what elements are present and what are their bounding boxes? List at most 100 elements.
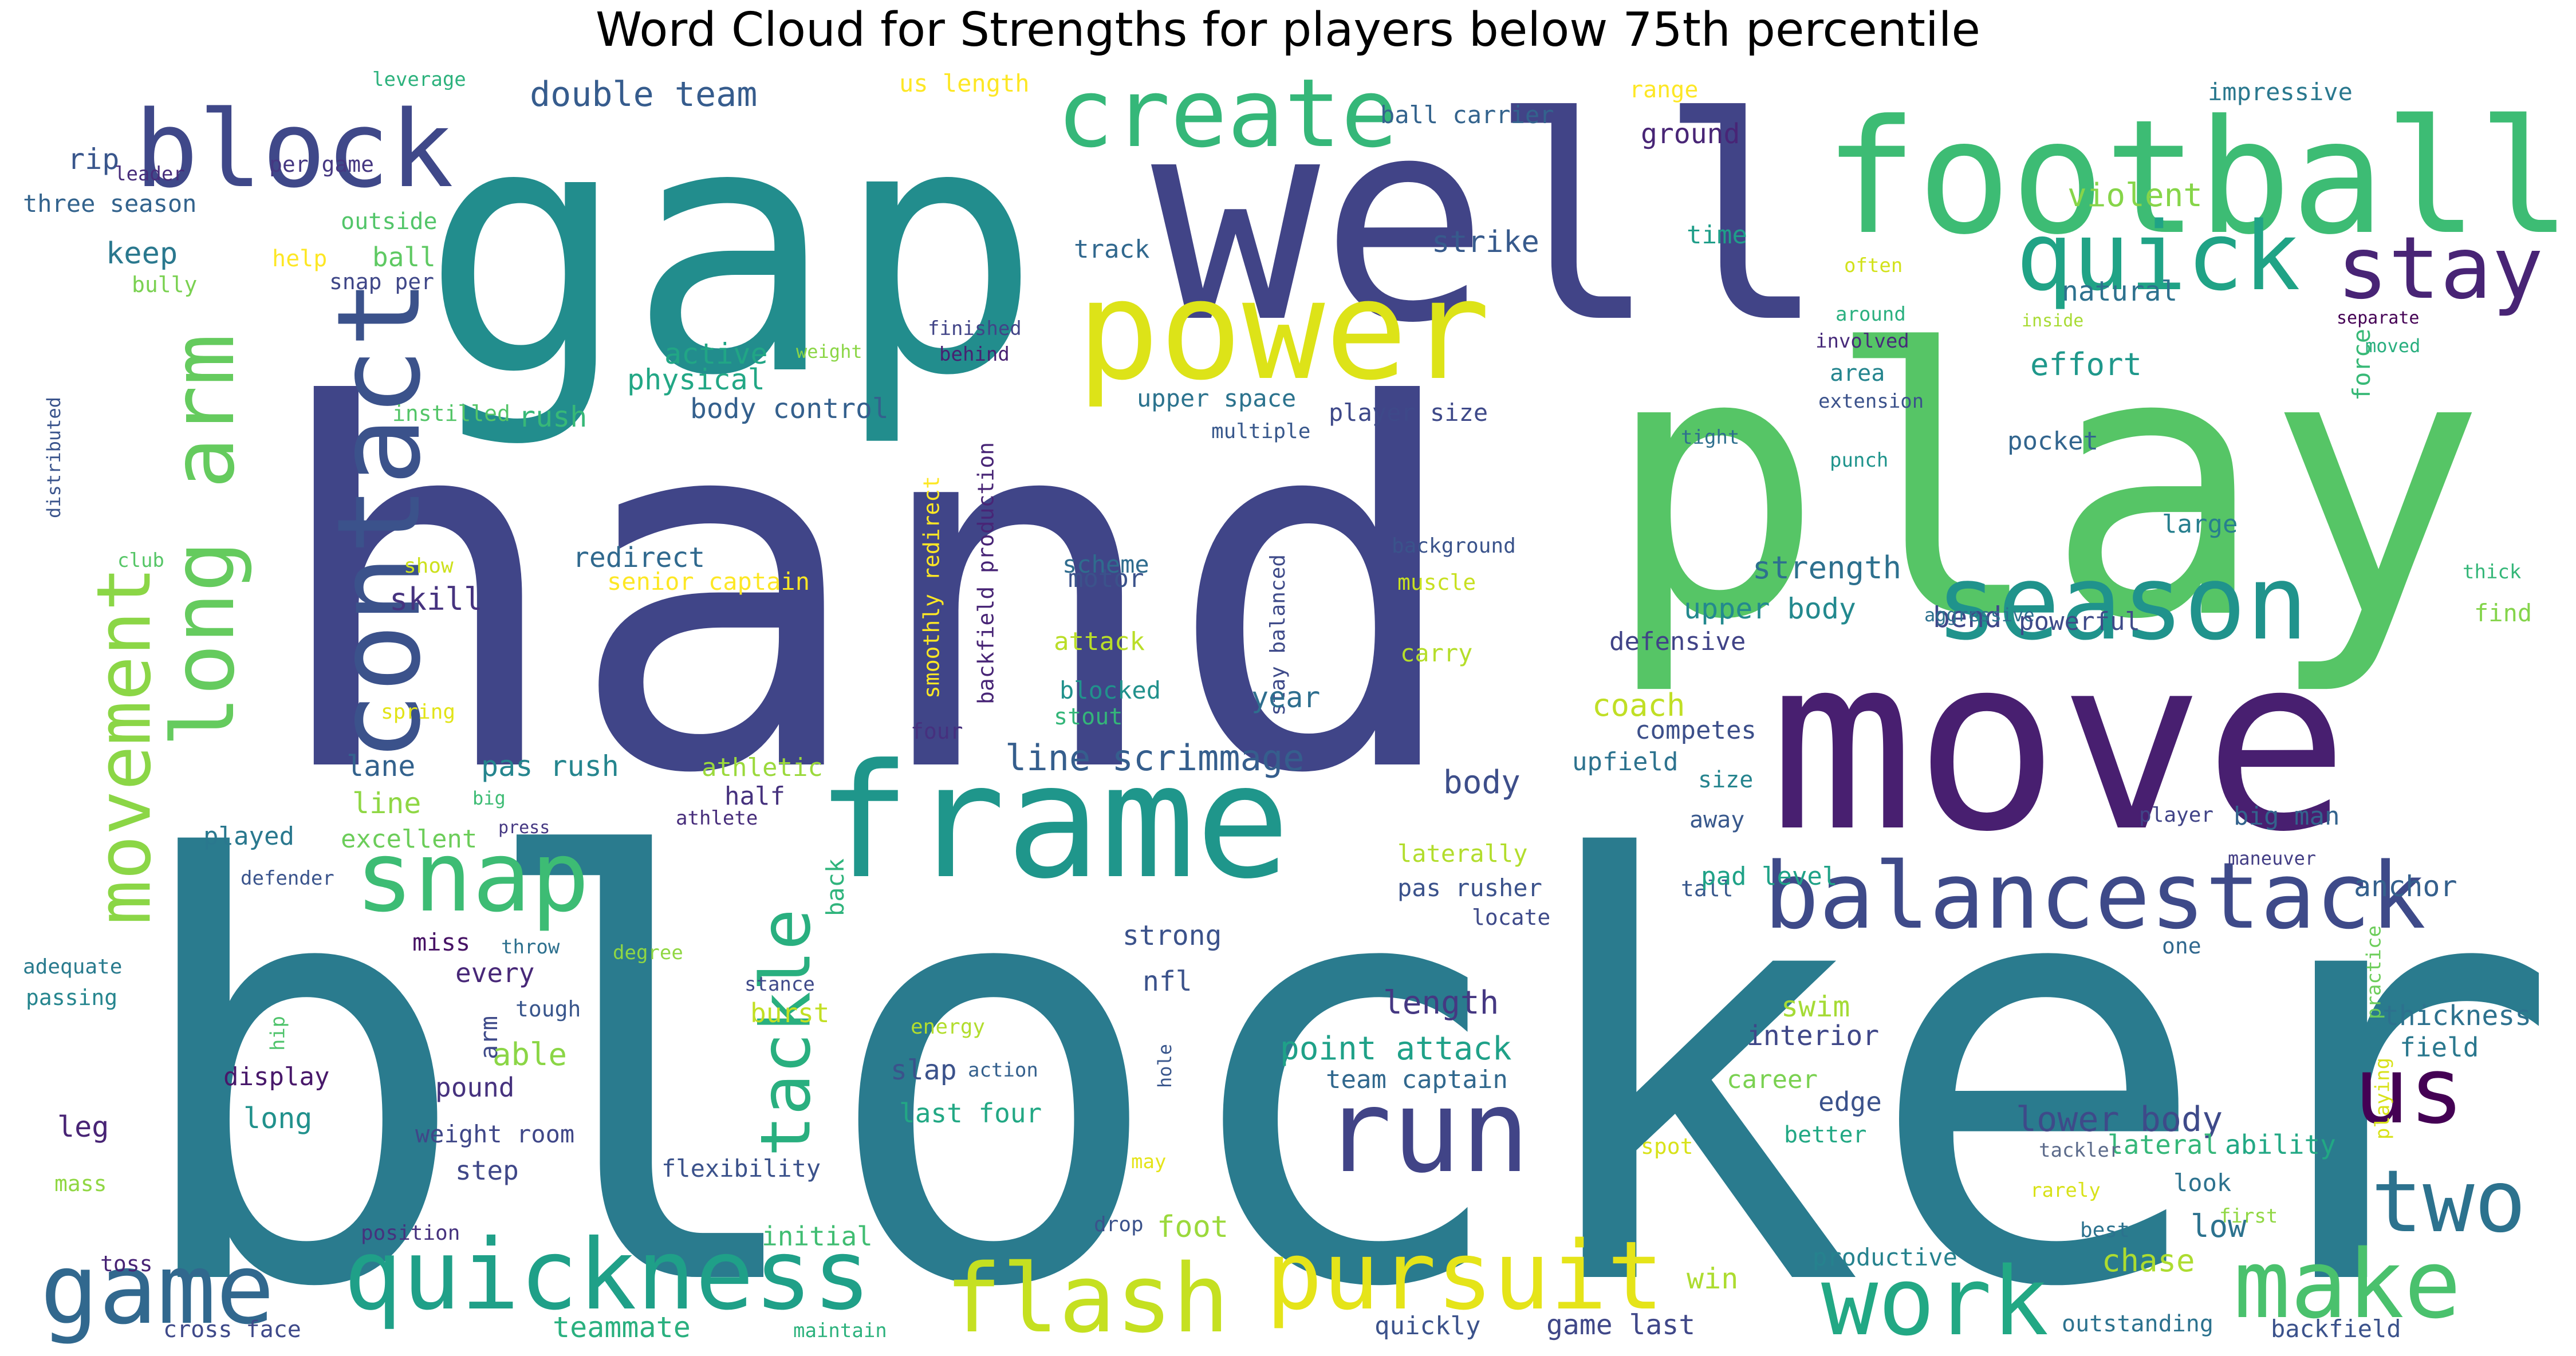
word-power: power xyxy=(1077,250,1490,411)
word-lateral: lateral xyxy=(2108,1129,2219,1160)
word-leverage: leverage xyxy=(372,68,466,91)
word-upper-space: upper space xyxy=(1137,384,1296,412)
word-chase: chase xyxy=(2102,1243,2195,1279)
word-upper-body: upper body xyxy=(1684,592,1856,625)
word-initial: initial xyxy=(762,1221,873,1252)
word-quick: quick xyxy=(2016,202,2301,312)
word-two: two xyxy=(2371,1152,2526,1252)
word-block: block xyxy=(135,88,454,211)
word-hole: hole xyxy=(1154,1044,1176,1088)
word-double-team: double team xyxy=(530,74,757,115)
word-distributed: distributed xyxy=(43,397,65,518)
word-bully: bully xyxy=(132,272,197,297)
word-step: step xyxy=(455,1155,519,1186)
word-contact: contact xyxy=(313,279,446,762)
word-energy: energy xyxy=(911,1015,985,1039)
word-burst: burst xyxy=(750,998,829,1028)
word-laterally: laterally xyxy=(1397,839,1528,868)
word-background: background xyxy=(1392,534,1516,558)
word-rarely: rarely xyxy=(2030,1179,2101,1202)
word-body-control: body control xyxy=(690,393,889,425)
word-career: career xyxy=(1727,1065,1818,1094)
word-may: may xyxy=(1131,1150,1166,1173)
word-behind: behind xyxy=(939,343,1010,366)
word-look: look xyxy=(2173,1169,2231,1197)
word-action: action xyxy=(968,1059,1038,1082)
word-stay-balanced: stay balanced xyxy=(1266,554,1290,716)
word-defensive: defensive xyxy=(1609,627,1746,656)
word-display: display xyxy=(223,1062,329,1091)
word-coach: coach xyxy=(1592,687,1685,723)
word-pound: pound xyxy=(435,1072,514,1103)
word-football: football xyxy=(1824,86,2571,269)
word-line: line xyxy=(352,787,421,820)
word-multiple: multiple xyxy=(1211,420,1310,443)
word-tackler: tackler xyxy=(2039,1139,2121,1162)
word-create: create xyxy=(1057,58,1398,168)
word-game-last: game last xyxy=(1546,1309,1695,1341)
word-physical: physical xyxy=(627,363,765,396)
word-long: long xyxy=(243,1102,312,1135)
word-flexibility: flexibility xyxy=(661,1154,821,1182)
word-often: often xyxy=(1844,254,1903,277)
word-toss: toss xyxy=(100,1251,153,1276)
word-work: work xyxy=(1821,1247,2049,1356)
word-thick: thick xyxy=(2463,561,2521,584)
word-three-season: three season xyxy=(23,190,196,218)
word-carry: carry xyxy=(1400,639,1472,667)
word-effort: effort xyxy=(2030,346,2142,383)
word-better: better xyxy=(1784,1122,1867,1148)
word-inside: inside xyxy=(2022,311,2083,331)
word-game: game xyxy=(40,1233,274,1346)
word-interior: interior xyxy=(1747,1020,1879,1052)
word-blocker: blocker xyxy=(123,740,2561,1356)
word-degree: degree xyxy=(613,941,683,964)
word-weight-room: weight room xyxy=(415,1120,574,1148)
word-weight: weight xyxy=(796,341,862,362)
word-make: make xyxy=(2234,1229,2461,1339)
word-strength: strength xyxy=(1752,550,1901,586)
word-well: well xyxy=(1151,57,1827,384)
word-quickly: quickly xyxy=(1374,1311,1480,1341)
word-balancestack: balancestack xyxy=(1764,842,2426,949)
word-time: time xyxy=(1687,220,1747,250)
word-ball: ball xyxy=(372,242,436,273)
word-ability: ability xyxy=(2225,1129,2336,1160)
word-lane: lane xyxy=(346,750,415,783)
word-quickness: quickness xyxy=(344,1219,871,1332)
word-area: area xyxy=(1830,360,1885,387)
word-length: length xyxy=(1383,984,1499,1022)
word-powerful: powerful xyxy=(2019,607,2140,636)
word-anchor: anchor xyxy=(2354,870,2457,903)
word-excellent: excellent xyxy=(341,825,477,854)
word-one: one xyxy=(2162,933,2201,959)
word-pocket: pocket xyxy=(2007,427,2098,456)
word-slap: slap xyxy=(891,1054,957,1086)
word-help: help xyxy=(272,246,327,272)
word-show: show xyxy=(404,554,454,578)
word-throw: throw xyxy=(501,936,560,959)
word-movement: movement xyxy=(80,566,167,925)
word-team-captain: team captain xyxy=(1326,1065,1508,1094)
word-teammate: teammate xyxy=(553,1311,691,1344)
word-ground: ground xyxy=(1641,118,1740,150)
word-long-arm: long arm xyxy=(154,334,254,747)
word-adequate: adequate xyxy=(23,955,122,979)
word-four: four xyxy=(911,719,963,744)
word-natural: natural xyxy=(2062,275,2177,308)
word-press: press xyxy=(498,818,550,838)
word-pas-rusher: pas rusher xyxy=(1397,874,1542,902)
word-motor: motor xyxy=(1068,564,1144,593)
word-arm: arm xyxy=(475,1016,503,1059)
word-leg: leg xyxy=(57,1110,109,1144)
word-us-length: us length xyxy=(899,69,1030,97)
word-low: low xyxy=(2191,1208,2247,1244)
word-mass: mass xyxy=(54,1171,107,1196)
word-moved: moved xyxy=(2365,335,2420,357)
word-able: able xyxy=(493,1036,567,1073)
word-point-attack: point attack xyxy=(1280,1030,1512,1067)
word-last-four: last four xyxy=(899,1098,1042,1129)
word-active: active xyxy=(664,337,768,370)
word-athlete: athlete xyxy=(676,807,758,830)
